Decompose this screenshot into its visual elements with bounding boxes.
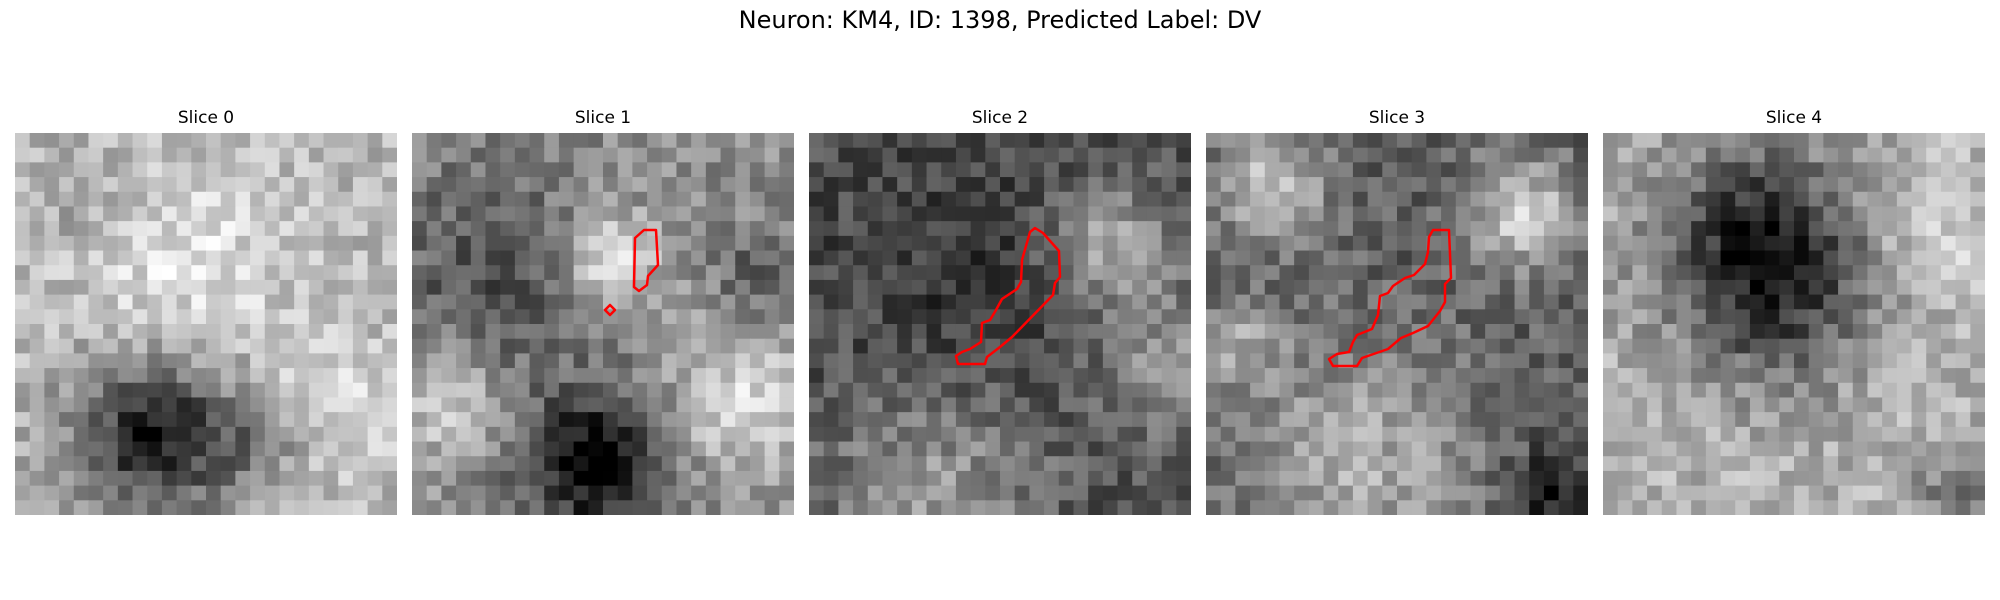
- panel-title: Slice 2: [971, 108, 1029, 128]
- segmentation-contour: [954, 226, 1062, 366]
- panel-title: Slice 3: [1368, 108, 1426, 128]
- segmentation-contour: [1327, 228, 1453, 368]
- slice-image: [15, 133, 397, 515]
- slice-image: [1206, 133, 1588, 515]
- slice-image: [412, 133, 794, 515]
- slice-image: [1603, 133, 1985, 515]
- panel-title: Slice 4: [1765, 108, 1823, 128]
- slice-image: [809, 133, 1191, 515]
- segmentation-contour: [603, 228, 660, 317]
- panel-title: Slice 0: [177, 108, 235, 128]
- figure-title: Neuron: KM4, ID: 1398, Predicted Label: …: [738, 6, 1262, 34]
- panel-title: Slice 1: [574, 108, 632, 128]
